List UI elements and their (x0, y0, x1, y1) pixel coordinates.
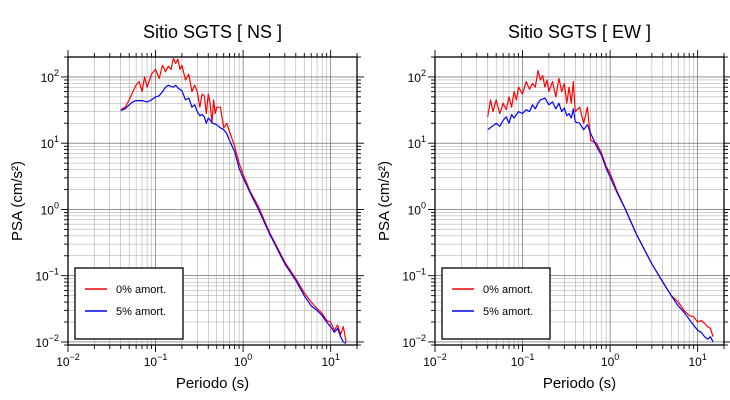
chart-title: Sitio SGTS [ EW ] (508, 22, 651, 42)
legend-label: 5% amort. (483, 306, 533, 318)
x-tick-label: 10−2 (56, 352, 80, 369)
plot-frame (67, 56, 358, 346)
y-tick-label: 10−1 (35, 267, 59, 284)
y-tick-label: 10−1 (402, 267, 426, 284)
y-tick-label: 102 (408, 68, 426, 85)
x-axis-label: Periodo (s) (543, 375, 616, 392)
x-tick-label: 100 (234, 352, 252, 369)
y-axis-label: PSA (cm/s²) (9, 161, 26, 241)
series-line-damped (487, 97, 714, 343)
series-line-undamped (487, 69, 714, 337)
legend-label: 0% amort. (116, 284, 166, 296)
chart-panel-1: 10−2 10−1 100 101 10−2 10−1 100 101 102 Sitio SGT… (9, 22, 364, 392)
x-tick-label: 10−2 (423, 352, 447, 369)
x-tick-label: 101 (321, 352, 339, 369)
y-tick-label: 10−2 (402, 333, 426, 350)
legend-box (74, 267, 184, 340)
y-axis-label: PSA (cm/s²) (376, 161, 393, 241)
legend: 0% amort. 5% amort. (441, 267, 551, 340)
ticks (428, 50, 730, 352)
plot-frame (434, 56, 725, 346)
chart-panel-2: 10−2 10−1 100 101 10−2 10−1 100 101 102 Sitio SGT… (376, 22, 730, 392)
chart-title: Sitio SGTS [ NS ] (143, 22, 282, 42)
y-tick-label: 100 (408, 200, 426, 217)
legend: 0% amort. 5% amort. (74, 267, 184, 340)
y-tick-label: 10−2 (35, 333, 59, 350)
y-tick-label: 102 (41, 68, 59, 85)
x-tick-label: 10−1 (511, 352, 535, 369)
series-line-damped (120, 84, 347, 344)
y-tick-label: 101 (408, 134, 426, 151)
legend-label: 5% amort. (116, 306, 166, 318)
x-tick-label: 10−1 (144, 352, 168, 369)
x-tick-label: 101 (688, 352, 706, 369)
x-tick-label: 100 (601, 352, 619, 369)
x-axis-label: Periodo (s) (176, 375, 249, 392)
y-tick-label: 101 (41, 134, 59, 151)
ticks (61, 50, 364, 352)
series-line-undamped (120, 57, 347, 343)
y-tick-label: 100 (41, 200, 59, 217)
legend-box (441, 267, 551, 340)
legend-label: 0% amort. (483, 284, 533, 296)
